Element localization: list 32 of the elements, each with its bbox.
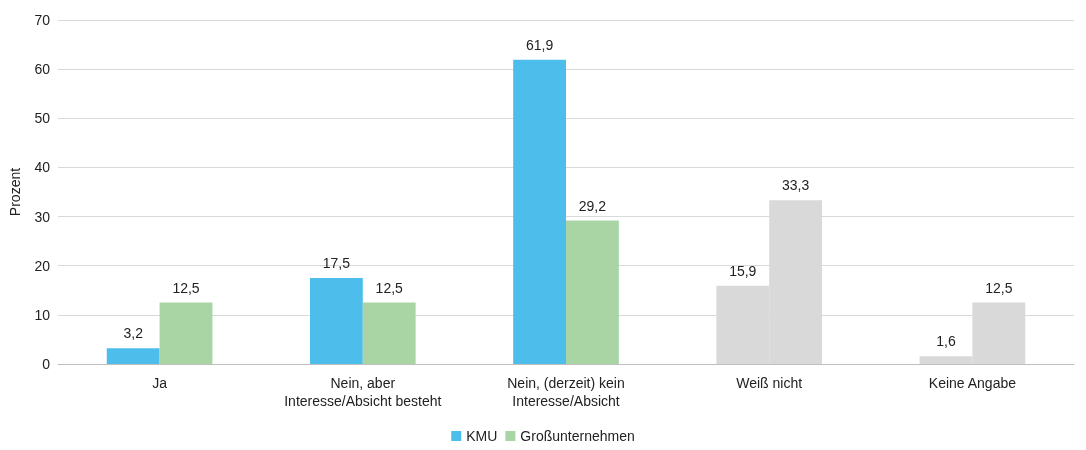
legend-label: Großunternehmen [520, 428, 635, 444]
bar [566, 220, 619, 364]
bar [362, 302, 416, 364]
data-label: 12,5 [172, 279, 200, 296]
y-tick-label: 30 [34, 208, 51, 225]
y-axis-title: Prozent [7, 167, 23, 217]
y-tick-label: 0 [42, 356, 51, 372]
bar [159, 302, 213, 364]
y-tick-label: 50 [34, 110, 51, 127]
x-tick-label: Keine Angabe [928, 375, 1017, 391]
data-label: 33,3 [781, 177, 810, 194]
x-tick-label: Nein, aber Interesse/Absicht besteht [284, 375, 442, 409]
data-label: 29,2 [578, 197, 607, 214]
data-label: 17,5 [322, 255, 351, 271]
y-tick-label: 10 [34, 306, 51, 323]
y-tick-label: 70 [34, 12, 51, 28]
y-tick-label: 20 [34, 257, 51, 274]
data-label: 12,5 [375, 279, 404, 296]
data-label: 1,6 [936, 333, 956, 350]
data-label: 15,9 [729, 262, 757, 279]
y-tick-label: 60 [34, 61, 51, 78]
data-label: 61,9 [525, 36, 554, 53]
data-label: 3,2 [123, 325, 144, 342]
data-label: 12,5 [985, 279, 1013, 296]
bar [106, 348, 160, 364]
bar [309, 278, 363, 364]
x-tick-label: Nein, (derzeit) kein Interesse/Absicht [507, 375, 625, 409]
y-tick-label: 40 [34, 159, 51, 176]
bar [513, 59, 566, 364]
x-tick-label: Weiß nicht [736, 375, 803, 391]
x-tick-label: Ja [152, 375, 168, 391]
legend-label: KMU [466, 428, 498, 444]
